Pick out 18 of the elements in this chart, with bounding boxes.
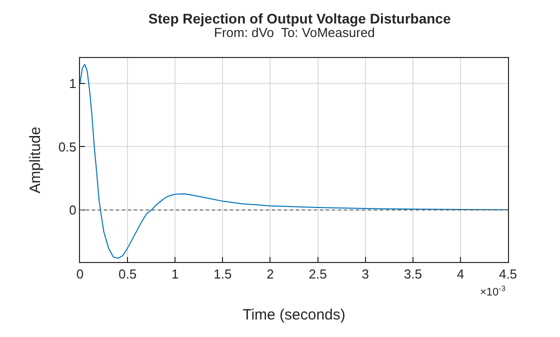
line-series: [80, 64, 508, 259]
x-tick-label: 2.5: [308, 266, 327, 282]
y-tick-label: 1: [69, 76, 76, 91]
x-tick-label: 0.5: [118, 266, 137, 282]
x-tick-label: 4.5: [498, 266, 518, 282]
y-tick-label: 0: [69, 202, 76, 218]
x-tick-label: 3.5: [404, 266, 422, 282]
x-tick-label: 3: [362, 266, 369, 282]
x-tick-label: 1: [171, 266, 179, 282]
x-tick-label: 1.5: [214, 266, 232, 282]
chart-title: Step Rejection of Output Voltage Disturbance: [148, 10, 451, 26]
y-axis-title: Amplitude: [27, 126, 44, 194]
chart-subtitle: From: dVo To: VoMeasured: [214, 25, 375, 40]
x-axis-title: Time (seconds): [242, 306, 346, 324]
text: ×10$^{-3}$: [480, 284, 506, 299]
x-tick-label: 2: [266, 266, 274, 282]
y-tick-label: 0.5: [58, 139, 76, 154]
x-tick-label: 4: [456, 266, 464, 282]
